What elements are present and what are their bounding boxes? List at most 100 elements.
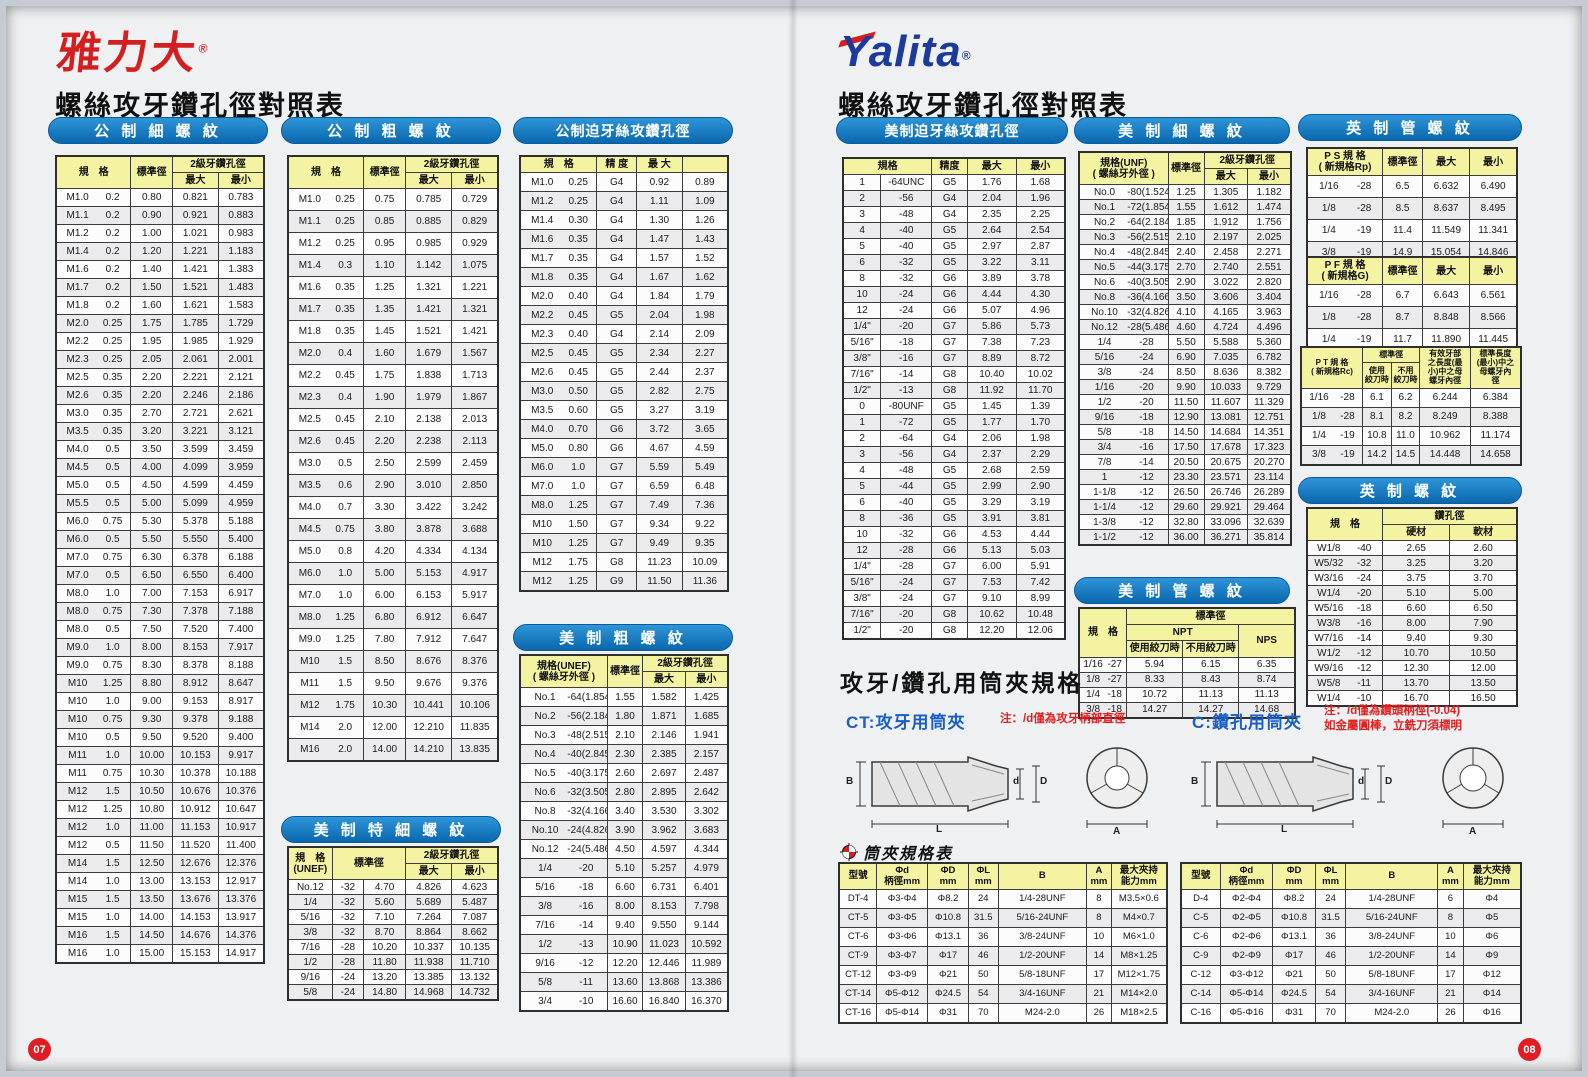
table-cell: -32 <box>331 909 365 926</box>
table-cell: M1.0 0.25 <box>519 172 598 193</box>
table-cell: 1/4 -19 <box>1300 425 1364 446</box>
table-cell: 13.00 <box>130 872 173 892</box>
table-cell: -32 <box>331 924 365 941</box>
table-cell: 5.73 <box>1015 318 1066 336</box>
table-cell: 36 <box>968 927 999 948</box>
table-cell: 4.826 <box>405 879 453 896</box>
table-cell: 使用絞刀時 <box>1362 362 1392 389</box>
table-cell: 2.90 <box>1167 274 1205 291</box>
table-cell: W5/16 -18 <box>1306 600 1384 617</box>
table-cell: Φ3-Φ6 <box>876 927 929 948</box>
table-cell: 最小 <box>1469 147 1518 177</box>
table-cell: 1/16 -28 <box>1300 387 1364 408</box>
table-cell: -56 <box>880 190 933 208</box>
table-cell: Φ10.8 <box>1272 908 1316 929</box>
table-cell: 11.50 <box>635 571 683 592</box>
table-cell: 2.551 <box>1247 259 1292 276</box>
table-cell: 6.60 <box>1382 600 1451 617</box>
table-cell: 2.246 <box>171 386 219 406</box>
table-cell: 3.29 <box>966 494 1017 512</box>
table-cell: 4.134 <box>451 540 499 564</box>
table-cell: 2.35 <box>966 206 1017 224</box>
table-cell: 1-1/8 -12 <box>1078 484 1169 501</box>
table-cell: 軟材 <box>1449 524 1518 542</box>
table-cell: M10 0.5 <box>55 728 132 748</box>
table-cell: 1.785 <box>171 314 219 334</box>
table-cell: 10.8 <box>1362 425 1392 446</box>
table-cell: 21 <box>1437 984 1464 1005</box>
table-cell: G8 <box>931 622 968 640</box>
table-cell: No.8-32(4.166) <box>519 801 608 822</box>
table-cell: M3.5 0.6 <box>287 474 365 498</box>
whitworth-table: 規 格鑽孔徑 硬材 軟材 W1/8 -40 2.65 2.60 W5/32 -32 3.25 3.2… <box>1306 507 1518 708</box>
table-cell: 10.70 <box>1382 645 1451 662</box>
table-cell: 5.360 <box>1247 334 1292 351</box>
table-cell: G4 <box>931 446 968 464</box>
table-cell: M8.0 1.25 <box>287 606 365 630</box>
table-cell: 8.637 <box>1421 197 1471 221</box>
us-coarse-table: 規格(UNEF)( 螺絲牙外徑 ) 標準徑 2級牙鑽孔徑 最大 最小 No.1 -64(1.… <box>519 654 729 1013</box>
table-cell: 14.68 <box>1238 701 1296 719</box>
table-cell: 2.10 <box>1167 229 1205 246</box>
table-cell: 33.096 <box>1203 514 1249 531</box>
table-cell: 10.376 <box>217 782 265 802</box>
table-cell: 13.50 <box>130 890 173 910</box>
table-cell: M14×2.0 <box>1110 984 1168 1005</box>
table-cell: 不用絞刀時 <box>1390 362 1421 389</box>
table-cell: 8.376 <box>451 650 499 674</box>
table-cell: 2.65 <box>1382 540 1451 557</box>
table-cell: 使用絞刀時 <box>1126 640 1184 658</box>
table-cell: 6.30 <box>130 548 173 568</box>
table-cell: M15 1.5 <box>55 890 132 910</box>
table-cell: 32.80 <box>1167 514 1205 531</box>
table-cell: M14 1.0 <box>55 872 132 892</box>
table-cell: 5 <box>842 238 882 256</box>
table-cell: M6.0 1.0 <box>519 457 598 478</box>
table-cell: M11 1.5 <box>287 672 365 696</box>
table-cell: 5.099 <box>171 494 219 514</box>
table-cell: 1.621 <box>171 296 219 316</box>
table-cell: Φ24.5 <box>1272 984 1316 1005</box>
table-cell: 11.00 <box>130 818 173 838</box>
table-cell: 13.917 <box>217 908 265 928</box>
table-cell: 標準徑 <box>1382 256 1423 286</box>
table-cell: 26.289 <box>1247 484 1292 501</box>
table-cell: 11.50 <box>130 836 173 856</box>
table-cell: 11.023 <box>642 934 686 955</box>
table-cell: Φ21 <box>1272 965 1316 986</box>
table-cell: M24-2.0 <box>997 1003 1088 1024</box>
table-cell: G5 <box>931 398 968 416</box>
table-cell: G4 <box>596 210 637 231</box>
table-cell: 3.530 <box>642 801 686 822</box>
table-cell: 10.378 <box>171 764 219 784</box>
table-cell: W1/8 -40 <box>1306 540 1384 557</box>
table-cell: Φ3-Φ5 <box>876 908 929 929</box>
table-cell: 2.850 <box>451 474 499 498</box>
table-cell: 9.49 <box>635 533 683 554</box>
table-cell: G6 <box>596 438 637 459</box>
table-cell: G5 <box>596 305 637 326</box>
table-cell: G5 <box>596 362 637 383</box>
table-cell: M1.6 0.35 <box>287 276 365 300</box>
table-cell: 6.50 <box>130 566 173 586</box>
table-cell: 7/16" <box>842 366 882 384</box>
table-cell: W3/8 -16 <box>1306 615 1384 632</box>
table-cell: G7 <box>931 318 968 336</box>
table-cell: 10 <box>842 526 882 544</box>
table-cell: 10.153 <box>171 746 219 766</box>
table-cell: 9.400 <box>217 728 265 748</box>
table-cell: -40 <box>880 222 933 240</box>
table-cell: M14 2.0 <box>287 716 365 740</box>
table-cell: 2.10 <box>363 408 407 432</box>
table-cell: 1.47 <box>635 229 683 250</box>
table-cell: M16 1.5 <box>55 926 132 946</box>
table-cell: 1.612 <box>1203 199 1249 216</box>
table-cell: 9.22 <box>681 514 729 535</box>
table-cell: 5.487 <box>451 894 499 911</box>
table-cell: M2.0 0.4 <box>287 342 365 366</box>
table-cell: No.5-40(3.175) <box>519 763 608 784</box>
table-cell: 1/2 -20 <box>1078 394 1169 411</box>
table-cell: 最大 <box>405 863 453 881</box>
table-cell: M2.2 0.25 <box>55 332 132 352</box>
table-cell: 2.70 <box>1167 259 1205 276</box>
